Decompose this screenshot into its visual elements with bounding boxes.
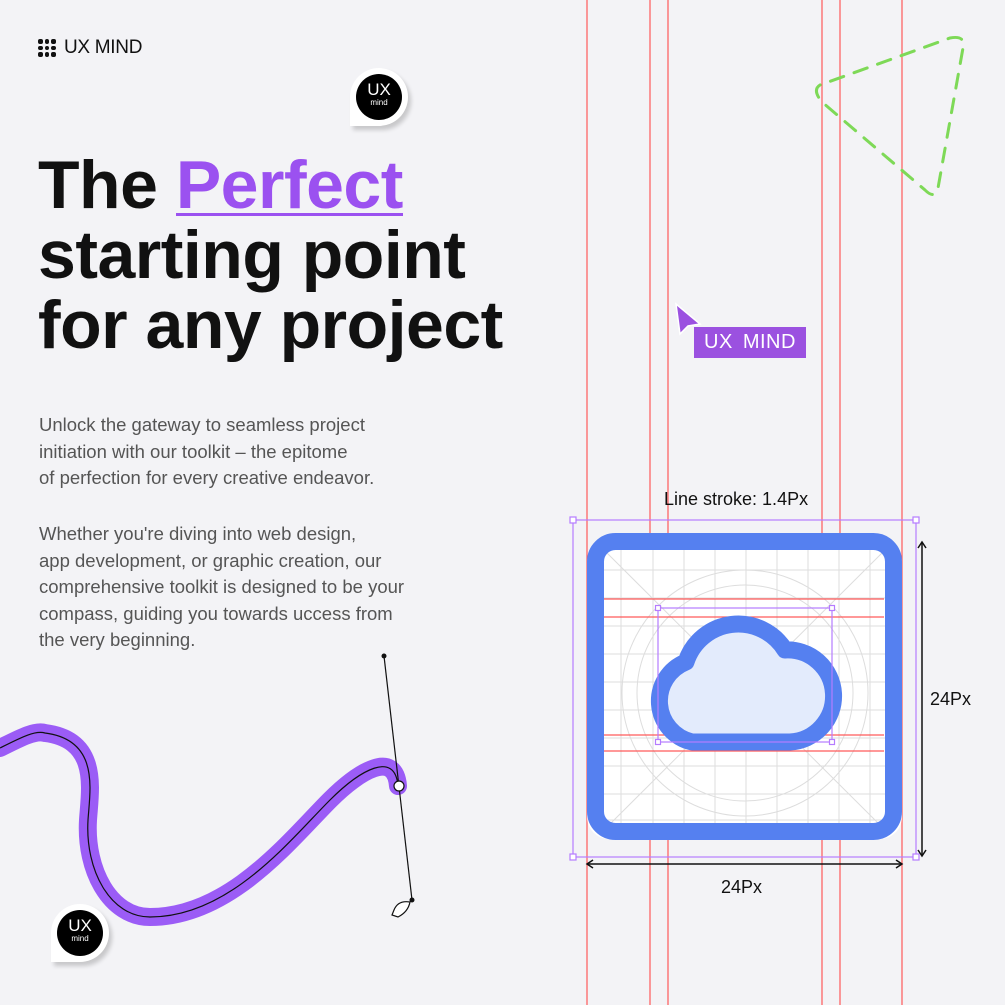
badge-text: UX <box>367 80 391 99</box>
detail-paragraph: Whether you're diving into web design, a… <box>39 521 404 654</box>
badge-text: UX <box>68 916 92 935</box>
handle-point <box>381 653 387 659</box>
bezier-handle <box>383 655 413 901</box>
title-word: The <box>38 147 158 223</box>
dashed-triangle-shape <box>815 36 965 196</box>
ux-mind-badge: UX mind <box>350 68 408 126</box>
handle-point <box>409 897 415 903</box>
paragraph-line: compass, guiding you towards uccess from <box>39 602 393 624</box>
title-line: starting point <box>38 217 466 293</box>
badge-circle: UX mind <box>356 74 402 120</box>
vertical-guides <box>586 0 903 1005</box>
icon-frame <box>587 533 902 840</box>
height-label: 24Px <box>930 689 972 709</box>
brand-logo-icon <box>38 39 56 57</box>
title-line: for any project <box>38 287 503 363</box>
badge-subtext: mind <box>370 98 388 107</box>
dimension-arrows <box>585 540 927 869</box>
brand: UX MIND <box>38 37 142 59</box>
paragraph-line: the very beginning. <box>39 629 196 650</box>
cursor-arrow-icon <box>675 302 702 336</box>
pen-tool-icon <box>391 901 411 918</box>
title-accent: Perfect <box>175 147 403 223</box>
paragraph-line: Whether you're diving into web design, <box>39 523 357 544</box>
paragraph-line: app development, or graphic creation, ou… <box>39 549 382 571</box>
pen-path-line <box>0 731 399 918</box>
paragraph-line: Unlock the gateway to seamless project <box>39 414 365 435</box>
width-label: 24Px <box>721 877 763 897</box>
cursor-name-tag: UX MIND <box>694 327 806 358</box>
brand-name: UX MIND <box>64 37 143 58</box>
stroke-label: Line stroke: 1.4Px <box>664 489 809 509</box>
pen-path-stroke <box>0 723 407 927</box>
selection-box-inner <box>654 604 836 746</box>
badge-subtext: mind <box>71 934 89 943</box>
page-title: The Perfect starting point for any proje… <box>38 150 503 360</box>
ux-mind-badge-bottom: UX mind <box>51 904 109 962</box>
badge-circle: UX mind <box>57 910 103 956</box>
selection-box-outer <box>569 516 920 861</box>
paragraph-line: comprehensive toolkit is designed to be … <box>39 576 405 597</box>
paragraph-line: of perfection for every creative endeavo… <box>39 467 375 488</box>
paragraph-line: initiation with our toolkit – the epitom… <box>39 440 348 462</box>
anchor-point <box>393 780 405 792</box>
intro-paragraph: Unlock the gateway to seamless project i… <box>39 412 374 492</box>
